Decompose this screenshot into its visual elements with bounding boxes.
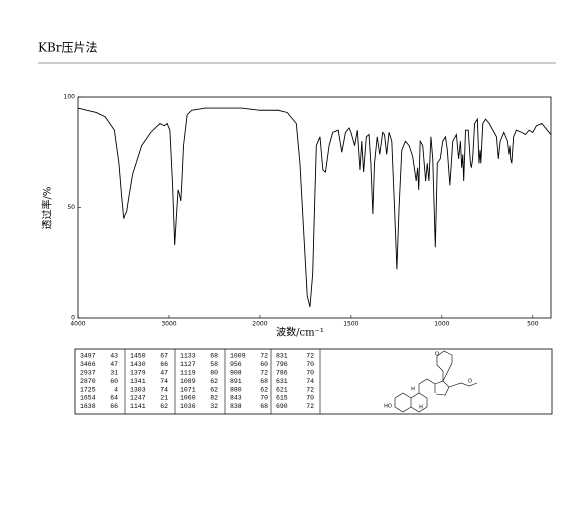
wavenumber-cell: 1009 bbox=[230, 353, 246, 360]
transmittance-cell: 31 bbox=[110, 370, 118, 377]
wavenumber-cell: 1303 bbox=[130, 386, 146, 393]
transmittance-cell: 70 bbox=[260, 395, 268, 402]
wavenumber-cell: 1341 bbox=[130, 378, 146, 385]
transmittance-cell: 66 bbox=[110, 403, 118, 410]
x-axis-label: 波数/cm⁻¹ bbox=[276, 326, 324, 339]
transmittance-cell: 80 bbox=[210, 370, 218, 377]
transmittance-cell: 72 bbox=[260, 370, 268, 377]
transmittance-cell: 70 bbox=[306, 395, 314, 402]
table-frame bbox=[74, 348, 553, 415]
wavenumber-cell: 956 bbox=[230, 361, 242, 368]
wavenumber-cell: 880 bbox=[230, 386, 242, 393]
wavenumber-cell: 908 bbox=[230, 370, 242, 377]
transmittance-cell: 62 bbox=[210, 386, 218, 393]
wavenumber-cell: 1141 bbox=[130, 403, 146, 410]
wavenumber-cell: 1654 bbox=[80, 395, 96, 402]
transmittance-cell: 68 bbox=[210, 353, 218, 360]
transmittance-cell: 64 bbox=[110, 395, 118, 402]
wavenumber-cell: 1127 bbox=[180, 361, 196, 368]
molecule bbox=[394, 350, 478, 413]
transmittance-cell: 47 bbox=[160, 370, 168, 377]
transmittance-cell: 82 bbox=[210, 395, 218, 402]
transmittance-cell: 68 bbox=[260, 378, 268, 385]
transmittance-cell: 60 bbox=[110, 378, 118, 385]
transmittance-cell: 62 bbox=[160, 403, 168, 410]
wavenumber-cell: 2870 bbox=[80, 378, 96, 385]
atom-label: HO bbox=[384, 404, 392, 410]
wavenumber-cell: 3497 bbox=[80, 353, 96, 360]
transmittance-cell: 72 bbox=[306, 403, 314, 410]
transmittance-cell: 68 bbox=[260, 403, 268, 410]
wavenumber-cell: 838 bbox=[230, 403, 242, 410]
transmittance-cell: 74 bbox=[306, 378, 314, 385]
wavenumber-cell: 1725 bbox=[80, 386, 96, 393]
transmittance-cell: 60 bbox=[260, 361, 268, 368]
wavenumber-cell: 831 bbox=[276, 353, 288, 360]
wavenumber-cell: 1060 bbox=[180, 395, 196, 402]
wavenumber-cell: 843 bbox=[230, 395, 242, 402]
wavenumber-cell: 1450 bbox=[130, 353, 146, 360]
wavenumber-cell: 1430 bbox=[130, 361, 146, 368]
wavenumber-cell: 891 bbox=[230, 378, 242, 385]
wavenumber-cell: 690 bbox=[276, 403, 288, 410]
transmittance-cell: 72 bbox=[306, 386, 314, 393]
page-title: KBr压片法 bbox=[38, 41, 98, 55]
transmittance-cell: 47 bbox=[110, 361, 118, 368]
atom-label: O bbox=[468, 379, 472, 385]
y-axis-label: 透过率/% bbox=[41, 187, 54, 230]
atom-label: O bbox=[435, 352, 439, 358]
transmittance-cell: 66 bbox=[160, 361, 168, 368]
wavenumber-cell: 3466 bbox=[80, 361, 96, 368]
transmittance-cell: 70 bbox=[306, 370, 314, 377]
transmittance-cell: 74 bbox=[160, 386, 168, 393]
wavenumber-cell: 1638 bbox=[80, 403, 96, 410]
wavenumber-cell: 621 bbox=[276, 386, 288, 393]
x-tick-label: 2000 bbox=[252, 321, 267, 328]
spectrum-line bbox=[77, 107, 552, 308]
transmittance-cell: 43 bbox=[110, 353, 118, 360]
transmittance-cell: 62 bbox=[210, 378, 218, 385]
x-tick-label: 3000 bbox=[161, 321, 176, 328]
transmittance-cell: 72 bbox=[306, 353, 314, 360]
x-tick-label: 1500 bbox=[343, 321, 358, 328]
wavenumber-cell: 1036 bbox=[180, 403, 196, 410]
transmittance-cell: 70 bbox=[306, 361, 314, 368]
atom-label: H bbox=[419, 405, 423, 411]
transmittance-cell: 4 bbox=[114, 386, 118, 393]
wavenumber-cell: 786 bbox=[276, 370, 288, 377]
transmittance-cell: 62 bbox=[260, 386, 268, 393]
wavenumber-cell: 1071 bbox=[180, 386, 196, 393]
y-tick-label: 0 bbox=[71, 315, 75, 322]
y-tick-label: 100 bbox=[64, 94, 76, 101]
wavenumber-cell: 1089 bbox=[180, 378, 196, 385]
wavenumber-cell: 631 bbox=[276, 378, 288, 385]
wavenumber-cell: 1119 bbox=[180, 370, 196, 377]
y-tick-label: 50 bbox=[67, 204, 75, 211]
transmittance-cell: 67 bbox=[160, 353, 168, 360]
transmittance-cell: 72 bbox=[260, 353, 268, 360]
x-tick-label: 500 bbox=[527, 321, 539, 328]
wavenumber-cell: 1247 bbox=[130, 395, 146, 402]
wavenumber-cell: 1133 bbox=[180, 353, 196, 360]
transmittance-cell: 58 bbox=[210, 361, 218, 368]
transmittance-cell: 74 bbox=[160, 378, 168, 385]
transmittance-cell: 21 bbox=[160, 395, 168, 402]
wavenumber-cell: 2937 bbox=[80, 370, 96, 377]
atom-label: H bbox=[411, 387, 415, 393]
x-tick-label: 4000 bbox=[70, 321, 85, 328]
wavenumber-cell: 1379 bbox=[130, 370, 146, 377]
wavenumber-cell: 796 bbox=[276, 361, 288, 368]
wavenumber-cell: 615 bbox=[276, 395, 288, 402]
transmittance-cell: 32 bbox=[210, 403, 218, 410]
x-tick-label: 1000 bbox=[434, 321, 449, 328]
